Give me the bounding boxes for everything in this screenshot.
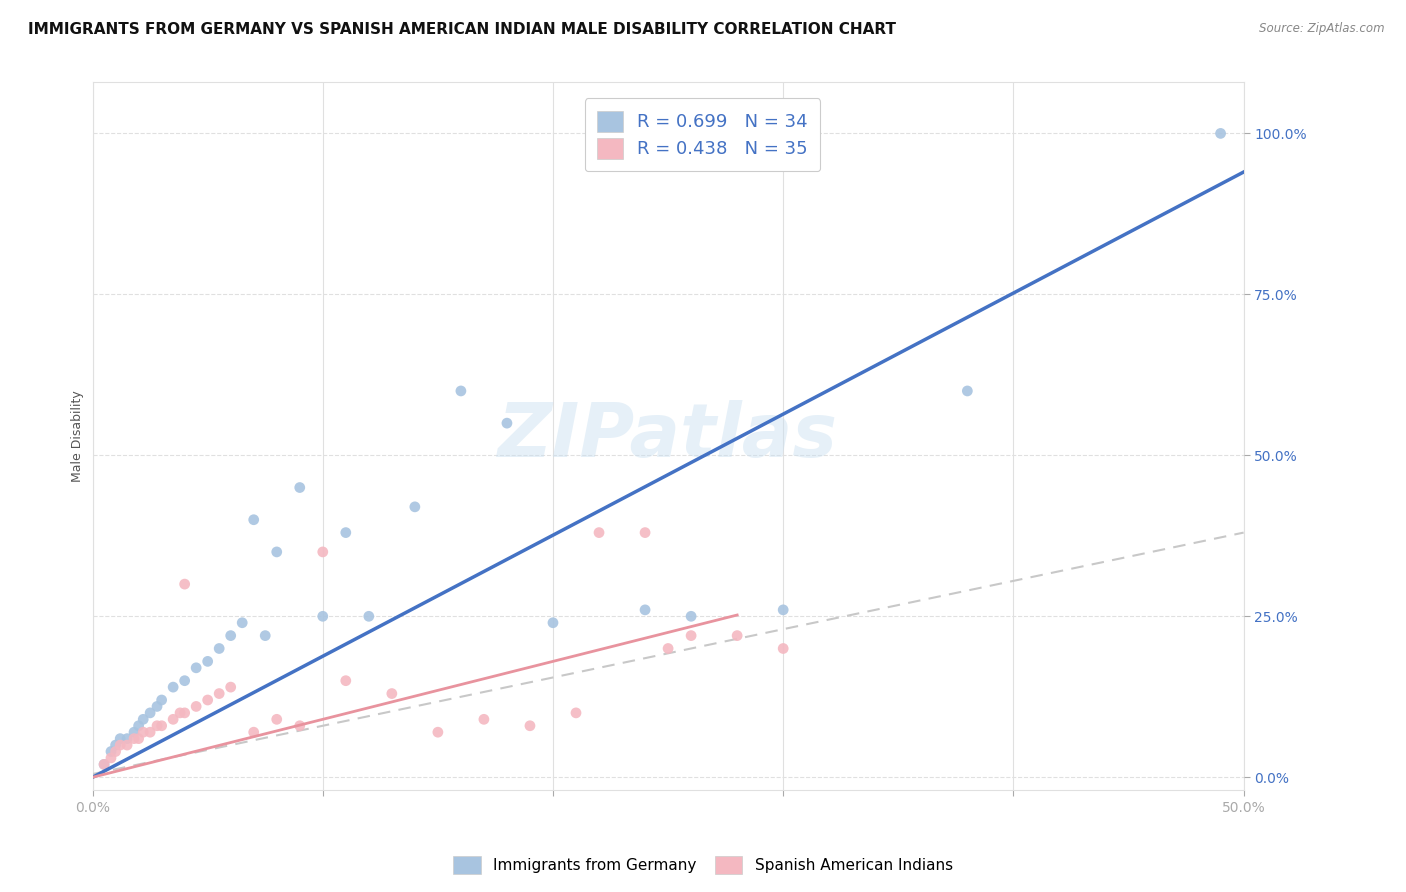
Point <box>288 719 311 733</box>
Point <box>100 751 122 765</box>
Point <box>150 693 173 707</box>
Point <box>162 680 184 694</box>
Point <box>266 712 288 726</box>
Point <box>162 712 184 726</box>
Point <box>150 719 173 733</box>
Point <box>93 757 115 772</box>
Point <box>426 725 449 739</box>
Point <box>219 629 242 643</box>
Point <box>197 693 219 707</box>
Point <box>139 706 162 720</box>
Point <box>132 712 155 726</box>
Text: Source: ZipAtlas.com: Source: ZipAtlas.com <box>1260 22 1385 36</box>
Point <box>588 525 610 540</box>
Point <box>108 731 131 746</box>
Point <box>173 706 195 720</box>
Point <box>681 629 703 643</box>
Point <box>254 629 277 643</box>
Text: IMMIGRANTS FROM GERMANY VS SPANISH AMERICAN INDIAN MALE DISABILITY CORRELATION C: IMMIGRANTS FROM GERMANY VS SPANISH AMERI… <box>28 22 896 37</box>
Point <box>146 719 169 733</box>
Point <box>404 500 426 514</box>
Text: ZIPatlas: ZIPatlas <box>498 400 838 473</box>
Point <box>772 603 794 617</box>
Point <box>335 525 357 540</box>
Point <box>1209 127 1232 141</box>
Point <box>772 641 794 656</box>
Point <box>496 416 519 430</box>
Point <box>100 745 122 759</box>
Y-axis label: Male Disability: Male Disability <box>72 390 84 482</box>
Point <box>128 731 150 746</box>
Point <box>381 687 404 701</box>
Point <box>208 641 231 656</box>
Point <box>93 757 115 772</box>
Point <box>357 609 380 624</box>
Point <box>104 738 127 752</box>
Point <box>132 725 155 739</box>
Point <box>519 719 541 733</box>
Point <box>128 719 150 733</box>
Point <box>565 706 588 720</box>
Point <box>634 603 657 617</box>
Point <box>725 629 748 643</box>
Point <box>115 731 138 746</box>
Point <box>122 731 145 746</box>
Point <box>634 525 657 540</box>
Point <box>312 609 335 624</box>
Point <box>956 384 979 398</box>
Point <box>197 654 219 668</box>
Point <box>173 673 195 688</box>
Legend: Immigrants from Germany, Spanish American Indians: Immigrants from Germany, Spanish America… <box>447 850 959 880</box>
Point <box>115 738 138 752</box>
Point <box>104 745 127 759</box>
Legend: R = 0.699   N = 34, R = 0.438   N = 35: R = 0.699 N = 34, R = 0.438 N = 35 <box>585 98 821 171</box>
Point <box>450 384 472 398</box>
Point <box>312 545 335 559</box>
Point <box>139 725 162 739</box>
Point <box>219 680 242 694</box>
Point <box>186 661 208 675</box>
Point <box>231 615 253 630</box>
Point <box>242 725 264 739</box>
Point <box>335 673 357 688</box>
Point <box>681 609 703 624</box>
Point <box>242 513 264 527</box>
Point <box>146 699 169 714</box>
Point <box>208 687 231 701</box>
Point <box>657 641 679 656</box>
Point <box>266 545 288 559</box>
Point <box>472 712 495 726</box>
Point <box>541 615 564 630</box>
Point <box>122 725 145 739</box>
Point <box>288 481 311 495</box>
Point <box>186 699 208 714</box>
Point <box>173 577 195 591</box>
Point <box>108 738 131 752</box>
Point <box>169 706 191 720</box>
